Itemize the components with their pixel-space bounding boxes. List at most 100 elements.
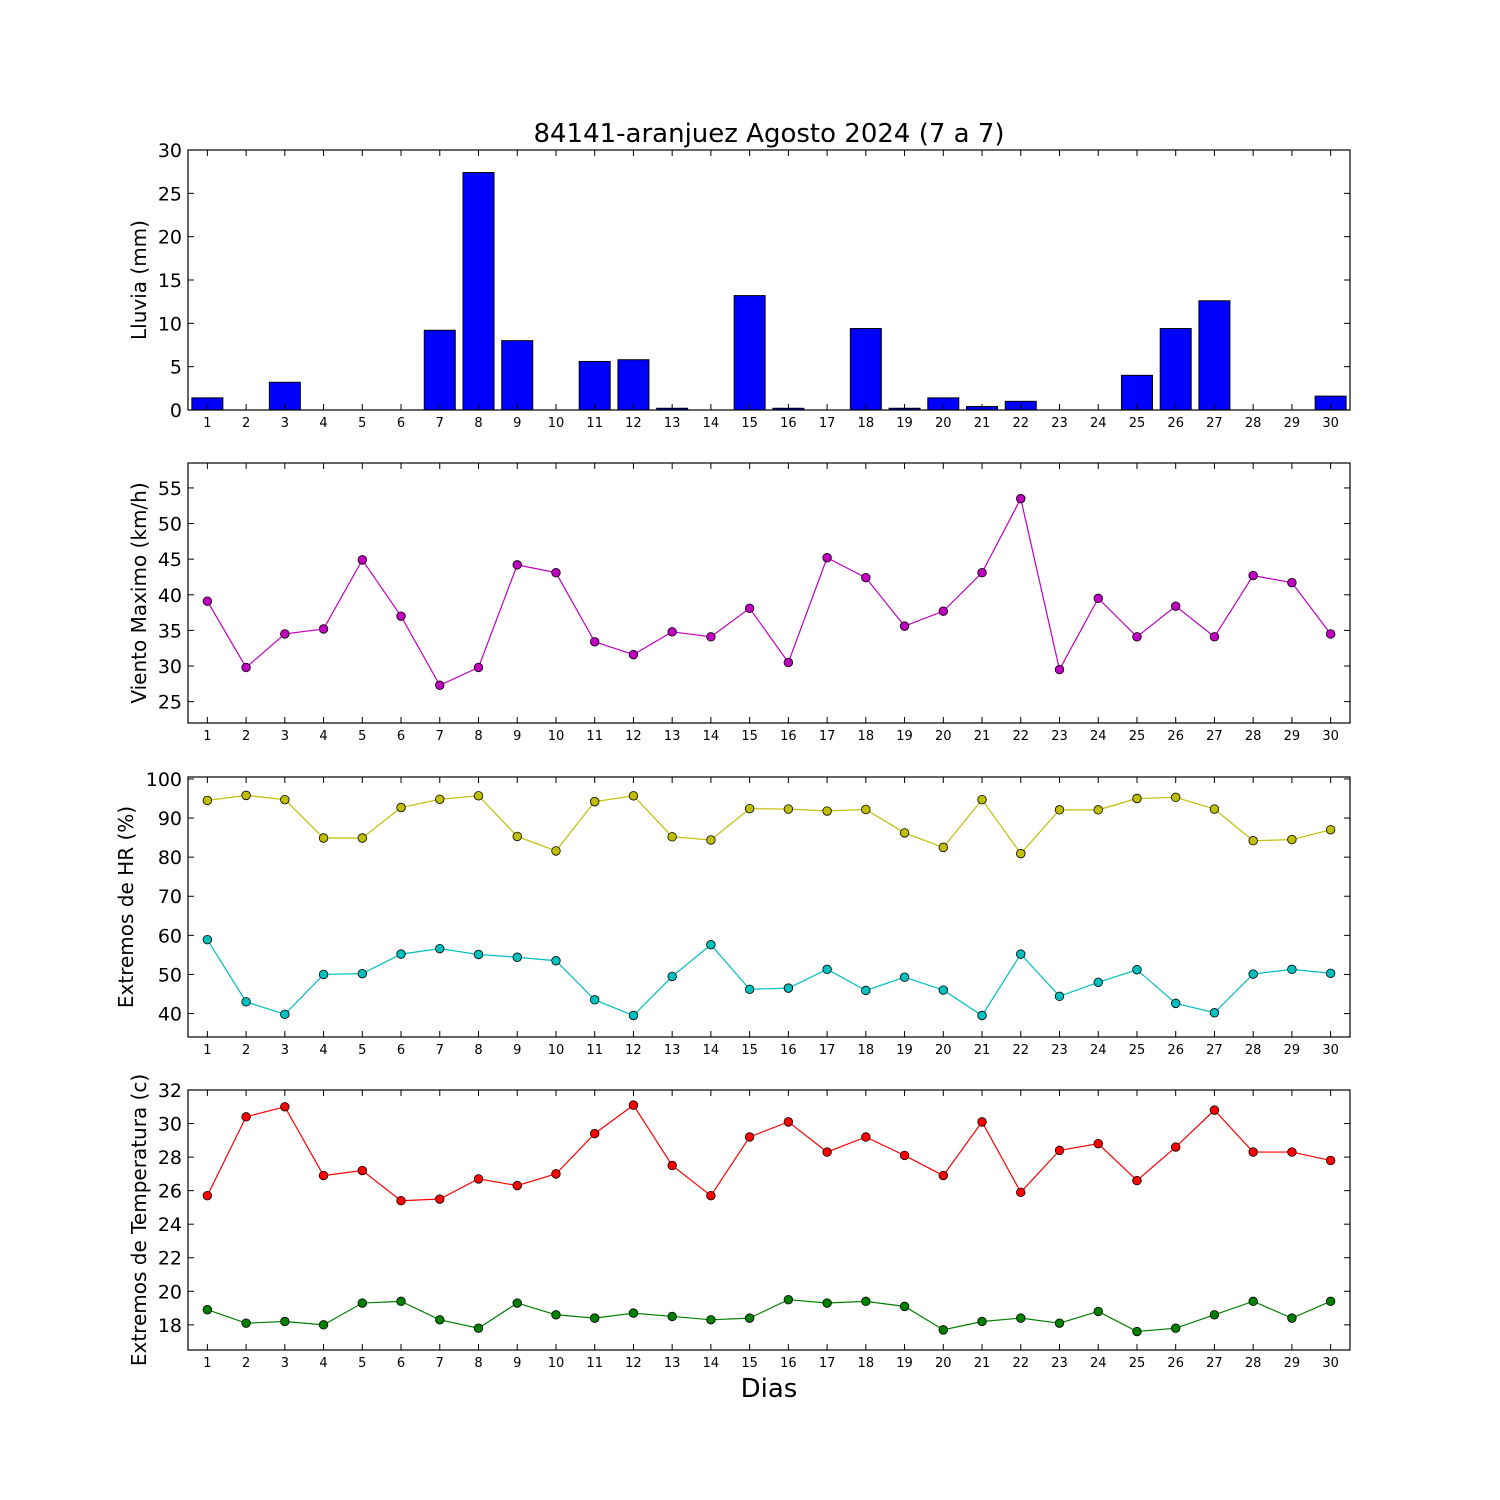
xtick-label-hr: 30 xyxy=(1322,1043,1339,1058)
xtick-label-viento: 14 xyxy=(703,729,720,744)
point-viento-s1-day-30 xyxy=(1325,629,1336,639)
point-viento-s1-day-25 xyxy=(1132,632,1142,642)
xtick-label-lluvia: 16 xyxy=(780,416,797,431)
point-temperatura-s2-day-26 xyxy=(1170,1323,1181,1333)
point-hr-s1-day-7 xyxy=(435,794,445,804)
point-temperatura-s1-day-2 xyxy=(241,1112,251,1122)
point-hr-s1-day-5 xyxy=(357,833,368,843)
xtick-label-temperatura: 21 xyxy=(974,1356,991,1371)
point-hr-s1-day-6 xyxy=(396,802,406,813)
point-hr-s1-day-24 xyxy=(1093,805,1103,815)
point-viento-s1-day-5 xyxy=(357,555,368,565)
point-viento-s1-day-15 xyxy=(744,603,755,614)
xtick-label-temperatura: 30 xyxy=(1322,1356,1339,1371)
xtick-label-viento: 21 xyxy=(974,729,991,744)
point-hr-s1-day-17 xyxy=(822,806,832,816)
point-hr-s2-day-25 xyxy=(1132,965,1142,975)
xtick-label-temperatura: 22 xyxy=(1012,1356,1029,1371)
xtick-label-hr: 23 xyxy=(1051,1043,1068,1058)
xtick-label-viento: 9 xyxy=(513,729,521,744)
xtick-label-viento: 6 xyxy=(397,729,405,744)
point-hr-s1-day-9 xyxy=(512,831,522,842)
point-hr-s2-day-19 xyxy=(899,972,910,982)
ytick-label-viento: 55 xyxy=(158,478,182,500)
xtick-label-hr: 8 xyxy=(474,1043,482,1058)
ytick-label-temperatura: 24 xyxy=(158,1214,182,1236)
xtick-label-viento: 7 xyxy=(436,729,444,744)
point-viento-s1-day-24 xyxy=(1093,593,1103,604)
xtick-label-viento: 17 xyxy=(819,729,836,744)
point-temperatura-s2-day-27 xyxy=(1209,1310,1220,1320)
xtick-label-viento: 24 xyxy=(1090,729,1107,744)
point-hr-s2-day-28 xyxy=(1248,969,1258,979)
point-hr-s1-day-10 xyxy=(551,846,561,856)
xtick-label-lluvia: 28 xyxy=(1245,416,1262,431)
ytick-label-lluvia: 25 xyxy=(158,183,182,205)
xtick-label-viento: 15 xyxy=(741,729,758,744)
ytick-label-temperatura: 22 xyxy=(158,1248,182,1270)
point-viento-s1-day-17 xyxy=(822,553,832,563)
xtick-label-temperatura: 9 xyxy=(513,1356,521,1371)
xtick-label-lluvia: 27 xyxy=(1206,416,1223,431)
point-hr-s1-day-29 xyxy=(1287,834,1297,845)
bar-lluvia-day-15 xyxy=(733,295,766,411)
point-viento-s1-day-16 xyxy=(783,657,794,668)
point-temperatura-s1-day-20 xyxy=(938,1170,949,1181)
xtick-label-lluvia: 26 xyxy=(1167,416,1184,431)
point-temperatura-s1-day-3 xyxy=(280,1102,290,1112)
xtick-label-temperatura: 12 xyxy=(625,1356,642,1371)
point-hr-s1-day-15 xyxy=(744,803,755,814)
xtick-label-hr: 6 xyxy=(397,1043,405,1058)
point-temperatura-s1-day-25 xyxy=(1132,1175,1142,1186)
ytick-label-hr: 70 xyxy=(158,886,182,908)
line-hr-series-1 xyxy=(207,794,1331,855)
point-temperatura-s1-day-28 xyxy=(1248,1147,1258,1157)
bar-lluvia-day-18 xyxy=(849,328,882,411)
point-temperatura-s1-day-24 xyxy=(1093,1138,1103,1149)
point-viento-s1-day-19 xyxy=(899,621,910,631)
xtick-label-temperatura: 28 xyxy=(1245,1356,1262,1371)
point-hr-s1-day-4 xyxy=(318,833,329,843)
point-viento-s1-day-13 xyxy=(667,627,677,637)
xtick-label-temperatura: 10 xyxy=(548,1356,565,1371)
point-temperatura-s1-day-13 xyxy=(667,1160,677,1171)
xtick-label-lluvia: 19 xyxy=(896,416,913,431)
xtick-label-hr: 5 xyxy=(358,1043,366,1058)
y-axis-label-lluvia: Lluvia (mm) xyxy=(127,220,151,340)
point-viento-s1-day-23 xyxy=(1054,664,1065,675)
xtick-label-lluvia: 21 xyxy=(974,416,991,431)
point-temperatura-s1-day-5 xyxy=(357,1165,368,1176)
ytick-label-hr: 60 xyxy=(158,925,182,947)
xtick-label-viento: 28 xyxy=(1245,729,1262,744)
bar-lluvia-day-12 xyxy=(617,359,650,411)
xtick-label-viento: 16 xyxy=(780,729,797,744)
point-hr-s2-day-6 xyxy=(396,949,406,959)
xtick-label-lluvia: 24 xyxy=(1090,416,1107,431)
xtick-label-hr: 26 xyxy=(1167,1043,1184,1058)
xtick-label-hr: 3 xyxy=(281,1043,289,1058)
frame-hr xyxy=(187,776,1351,1038)
xtick-label-hr: 27 xyxy=(1206,1043,1223,1058)
point-hr-s2-day-20 xyxy=(938,985,949,995)
point-viento-s1-day-3 xyxy=(280,629,290,639)
point-temperatura-s2-day-15 xyxy=(744,1313,755,1323)
point-viento-s1-day-29 xyxy=(1287,577,1297,588)
xtick-label-lluvia: 25 xyxy=(1129,416,1146,431)
point-viento-s1-day-11 xyxy=(590,637,600,647)
point-hr-s1-day-26 xyxy=(1170,792,1181,803)
xtick-label-viento: 25 xyxy=(1129,729,1146,744)
xtick-label-temperatura: 7 xyxy=(436,1356,444,1371)
point-temperatura-s1-day-15 xyxy=(744,1132,755,1142)
point-temperatura-s2-day-21 xyxy=(977,1316,987,1327)
point-viento-s1-day-14 xyxy=(706,632,716,642)
ytick-label-temperatura: 32 xyxy=(158,1080,182,1102)
point-hr-s1-day-19 xyxy=(899,828,910,838)
xtick-label-temperatura: 2 xyxy=(242,1356,250,1371)
point-viento-s1-day-22 xyxy=(1016,493,1026,504)
point-hr-s2-day-11 xyxy=(590,995,600,1005)
point-temperatura-s2-day-19 xyxy=(899,1301,910,1312)
ytick-label-temperatura: 20 xyxy=(158,1281,182,1303)
ytick-label-viento: 40 xyxy=(158,585,182,607)
point-hr-s1-day-16 xyxy=(783,804,794,814)
